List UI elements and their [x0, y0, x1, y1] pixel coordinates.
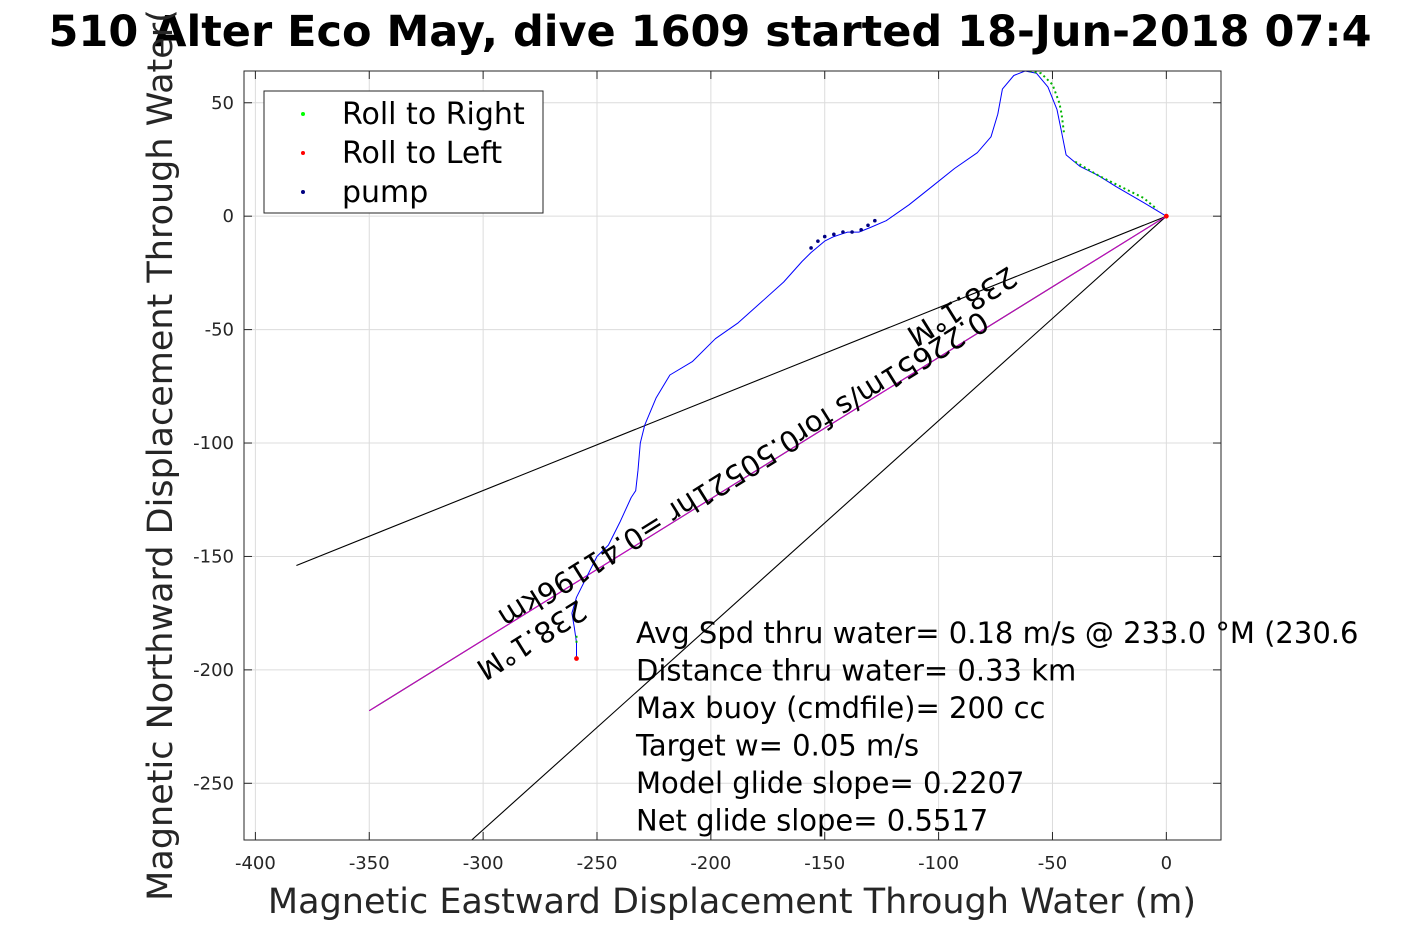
roll-right-marks [1029, 71, 1065, 133]
y-tick-label: -50 [205, 320, 234, 341]
legend-label: Roll to Left [342, 136, 502, 171]
annotation-line: Net glide slope= 0.5517 [636, 804, 988, 838]
chart-title: 510 Alter Eco May, dive 1609 started 18-… [48, 7, 1371, 57]
x-tick-label: -150 [804, 853, 845, 874]
pump-point [873, 218, 877, 223]
axes-box [243, 70, 1222, 841]
roll-left-point [1163, 213, 1169, 219]
y-axis-label: Magnetic Northward Displacement Through … [141, 9, 181, 901]
annotation-line: Model glide slope= 0.2207 [636, 766, 1024, 800]
pump-point [832, 232, 836, 237]
grid-lines [244, 71, 1221, 840]
annotation-line: Max buoy (cmdfile)= 200 cc [636, 691, 1045, 725]
y-tick-label: 0 [223, 206, 234, 227]
pump-point [866, 223, 870, 228]
x-tick-label: -200 [690, 853, 731, 874]
pump-point [841, 230, 845, 234]
heading-guide-line [369, 215, 1167, 712]
dive-track-line [571, 71, 1167, 659]
legend-marker [301, 151, 305, 155]
roll-right-marks [1074, 160, 1158, 211]
x-tick-label: -400 [235, 853, 276, 874]
y-tick-label: -100 [193, 433, 234, 454]
heading-label: 0.22651m/s for0.50521hr =0.41196km [492, 304, 994, 635]
plot-area [296, 71, 1169, 840]
x-tick-label: -250 [577, 853, 618, 874]
x-tick-label: -300 [463, 853, 504, 874]
pump-point [850, 230, 854, 234]
x-axis-label: Magnetic Eastward Displacement Through W… [268, 882, 1196, 922]
y-tick-label: -250 [193, 773, 234, 794]
pump-point [809, 246, 813, 250]
pump-point [822, 234, 827, 239]
annotation-line: Distance thru water= 0.33 km [636, 654, 1076, 688]
pump-point [816, 239, 820, 243]
annotation-line: Avg Spd thru water= 0.18 m/s @ 233.0 °M … [636, 616, 1358, 650]
annotation-line: Target w= 0.05 m/s [635, 729, 919, 763]
x-tick-label: -350 [349, 853, 390, 874]
axis-ticks: -400 -350 -300 -250 -200 -150 -100 -50 0 -250 -200… [193, 71, 1221, 874]
pump-point [859, 227, 863, 232]
y-tick-label: -150 [193, 546, 234, 567]
roll-left-point [574, 656, 579, 661]
legend-box [263, 90, 544, 214]
legend-label: Roll to Right [342, 97, 525, 132]
legend-label: pump [342, 175, 428, 210]
y-tick-label: 50 [211, 93, 234, 114]
heading-guide-line [471, 215, 1167, 840]
x-tick-label: -100 [918, 853, 959, 874]
legend-marker [301, 112, 305, 116]
legend: Roll to Right Roll to Left pump [263, 90, 544, 214]
x-tick-label: 0 [1161, 853, 1172, 874]
legend-marker [301, 190, 305, 194]
x-tick-label: -50 [1038, 853, 1067, 874]
y-tick-label: -200 [193, 660, 234, 681]
stats-annotation: Avg Spd thru water= 0.18 m/s @ 233.0 °M … [635, 616, 1358, 838]
heading-guide-line [296, 215, 1167, 567]
